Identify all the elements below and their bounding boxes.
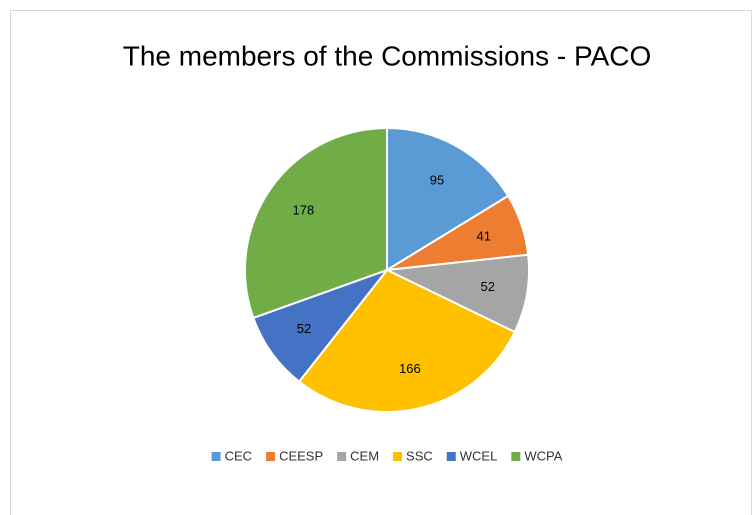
data-label: 52 bbox=[480, 279, 494, 294]
data-label: 95 bbox=[430, 172, 444, 187]
data-label: 41 bbox=[477, 228, 491, 243]
legend-label: CEM bbox=[350, 448, 379, 463]
legend-label: SSC bbox=[406, 448, 433, 463]
legend-label: WCEL bbox=[460, 448, 498, 463]
legend-label: CEC bbox=[225, 448, 252, 463]
pie-slice bbox=[386, 126, 510, 272]
data-label: 166 bbox=[399, 361, 421, 376]
legend-swatch bbox=[211, 452, 221, 461]
legend-swatch bbox=[266, 452, 276, 461]
pie-slice bbox=[297, 268, 517, 413]
legend: CEC CEESP CEM SSC WCEL WCPA bbox=[211, 448, 563, 463]
legend-label: CEESP bbox=[279, 448, 323, 463]
pie-slice bbox=[383, 253, 530, 334]
legend-swatch bbox=[511, 452, 521, 461]
pie-slice bbox=[244, 126, 388, 320]
data-label: 52 bbox=[297, 321, 311, 336]
data-label: 178 bbox=[293, 203, 315, 218]
chart-title: The members of the Commissions - PACO bbox=[123, 40, 652, 71]
legend-swatch bbox=[446, 452, 456, 461]
legend-swatch bbox=[337, 452, 347, 461]
legend-swatch bbox=[393, 452, 403, 461]
legend-label: WCPA bbox=[524, 448, 562, 463]
pie-slice bbox=[252, 267, 390, 383]
